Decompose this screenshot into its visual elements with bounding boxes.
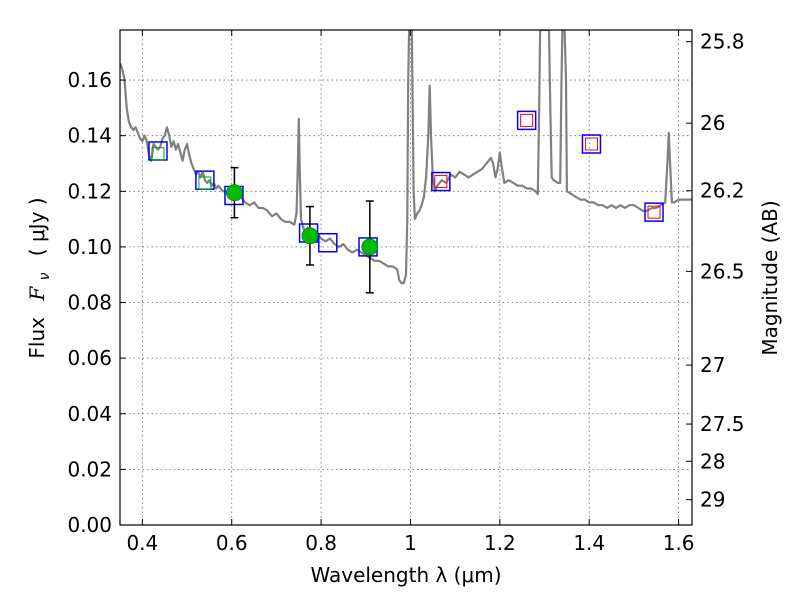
detection-square	[198, 176, 212, 190]
y-axis-label-units: ( μJy )	[25, 197, 49, 256]
y-tick-label: 0.12	[67, 179, 112, 203]
y-tick-label: 0.02	[67, 457, 112, 481]
observed-point	[301, 227, 319, 245]
y2-tick-label: 28	[700, 449, 725, 473]
y-axis-label-symbol: F	[25, 286, 49, 302]
y2-tick-label: 26	[700, 111, 725, 135]
x-tick-label: 1.4	[573, 531, 605, 555]
upper-limit-square	[520, 113, 534, 127]
y-tick-label: 0.14	[67, 124, 112, 148]
spectrum-line	[120, 30, 692, 285]
observed-point	[225, 184, 243, 202]
marker-layer	[148, 110, 664, 294]
y-tick-label: 0.08	[67, 291, 112, 315]
y-tick-label: 0.06	[67, 346, 112, 370]
y-tick-label: 0.10	[67, 235, 112, 259]
y2-tick-label: 26.2	[700, 179, 745, 203]
x-tick-label: 0.4	[126, 531, 158, 555]
observed-point	[361, 238, 379, 256]
y2-tick-label: 29	[700, 488, 725, 512]
y2-tick-label: 25.8	[700, 30, 745, 54]
data-layer	[120, 30, 692, 285]
grid	[120, 30, 692, 526]
upper-limit-square	[434, 175, 448, 189]
detection-square	[151, 147, 165, 161]
model-photometry-square	[431, 171, 451, 192]
plot-frame	[119, 29, 693, 526]
model-photometry-square	[318, 232, 338, 253]
y2-tick-label: 27	[700, 353, 725, 377]
y-axis-label: Flux F ν ( μJy )	[25, 197, 54, 358]
y-axis-label-subscript: ν	[37, 272, 53, 280]
y-tick-label: 0.00	[67, 513, 112, 537]
y2-tick-label: 27.5	[700, 412, 745, 436]
x-tick-label: 0.8	[305, 531, 337, 555]
model-photometry-square	[516, 110, 537, 131]
ticks: 0.4 0.6 0.8 1 1.2 1.4 1.6 0.00 0.02 0.04 0.06 0.08 0…	[67, 30, 744, 555]
upper-limit-square	[647, 205, 661, 219]
y2-tick-label: 26.5	[700, 259, 745, 283]
y-tick-label: 0.16	[67, 68, 112, 92]
model-photometry-square	[644, 202, 664, 222]
svg-text:Flux F ν (: Flux F ν ( μJy )	[25, 197, 54, 358]
x-tick-label: 1.2	[484, 531, 516, 555]
model-photometry-square	[581, 134, 602, 154]
y-axis-label-prefix: Flux	[25, 317, 49, 359]
x-tick-label: 1	[404, 531, 417, 555]
x-axis-label: Wavelength λ (μm)	[310, 563, 501, 587]
x-tick-label: 1.6	[663, 531, 695, 555]
upper-limit-square	[584, 137, 598, 151]
x-tick-label: 0.6	[216, 531, 248, 555]
y-tick-label: 0.04	[67, 402, 112, 426]
y2-axis-label: Magnitude (AB)	[758, 200, 782, 355]
